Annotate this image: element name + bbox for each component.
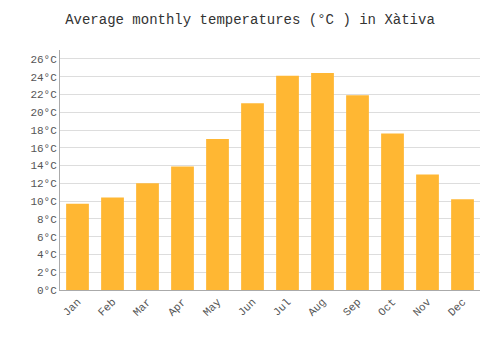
svg-text:16°C: 16°C <box>30 143 57 155</box>
svg-text:10°C: 10°C <box>30 196 57 208</box>
svg-text:Oct: Oct <box>376 296 398 318</box>
svg-text:26°C: 26°C <box>30 54 57 66</box>
svg-text:22°C: 22°C <box>30 89 57 101</box>
svg-text:6°C: 6°C <box>37 232 57 244</box>
svg-text:Mar: Mar <box>131 296 153 318</box>
svg-text:May: May <box>201 296 224 319</box>
svg-text:Dec: Dec <box>446 296 468 318</box>
svg-text:12°C: 12°C <box>30 178 57 190</box>
svg-text:4°C: 4°C <box>37 249 57 261</box>
svg-text:20°C: 20°C <box>30 107 57 119</box>
svg-text:Sep: Sep <box>341 296 363 318</box>
svg-text:Apr: Apr <box>166 296 188 318</box>
svg-text:Average monthly temperatures (: Average monthly temperatures (°C ) in Xà… <box>65 12 435 28</box>
svg-text:14°C: 14°C <box>30 160 57 172</box>
svg-text:Aug: Aug <box>306 296 328 318</box>
svg-text:Nov: Nov <box>411 296 434 319</box>
svg-text:24°C: 24°C <box>30 72 57 84</box>
svg-text:2°C: 2°C <box>37 267 57 279</box>
svg-text:Jun: Jun <box>236 296 258 318</box>
svg-text:Feb: Feb <box>96 296 118 318</box>
svg-text:8°C: 8°C <box>37 214 57 226</box>
svg-text:Jan: Jan <box>61 296 83 318</box>
svg-text:0°C: 0°C <box>37 285 57 297</box>
svg-text:18°C: 18°C <box>30 125 57 137</box>
svg-text:Jul: Jul <box>271 296 293 318</box>
